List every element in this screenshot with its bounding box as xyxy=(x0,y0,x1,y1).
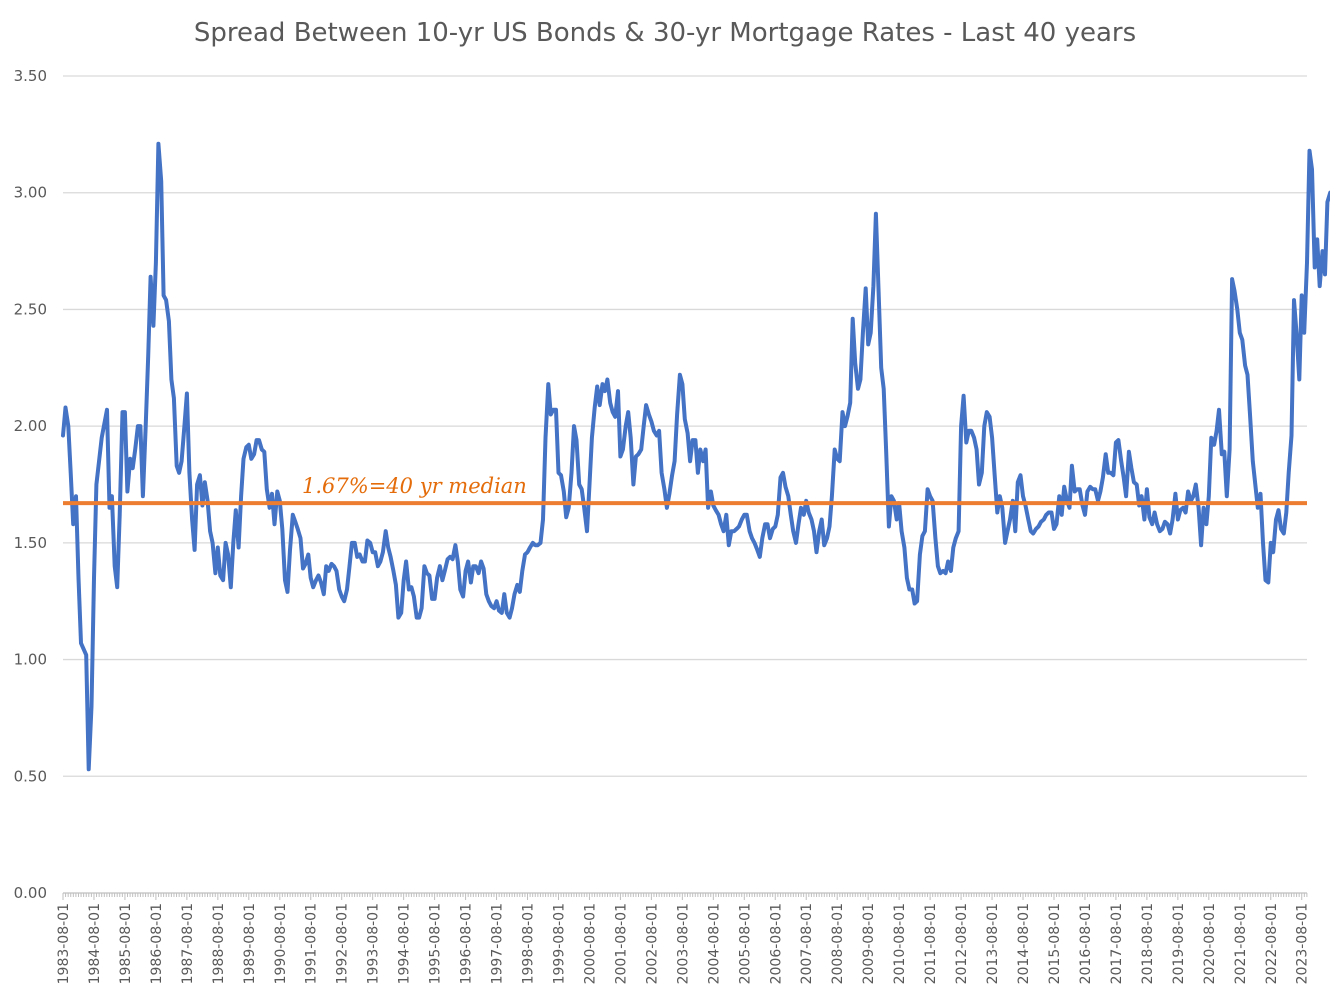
x-tick-label: 2020-08-01 xyxy=(1202,903,1218,984)
x-tick-label: 1984-08-01 xyxy=(87,903,103,984)
x-tick-label: 2019-08-01 xyxy=(1171,903,1187,984)
x-tick-label: 2023-08-01 xyxy=(1295,903,1311,984)
y-tick-label: 0.50 xyxy=(14,767,47,785)
x-tick-label: 2012-08-01 xyxy=(954,903,970,984)
reference-layer: 1.67%=40 yr median xyxy=(63,474,1307,506)
chart-title: Spread Between 10-yr US Bonds & 30-yr Mo… xyxy=(193,18,1137,48)
x-tick-label: 1997-08-01 xyxy=(490,903,506,984)
median-annotation: 1.67%=40 yr median xyxy=(302,474,527,498)
x-tick-label: 1993-08-01 xyxy=(366,903,382,984)
x-tick-label: 2022-08-01 xyxy=(1264,903,1280,984)
x-tick-label: 2004-08-01 xyxy=(706,903,722,984)
x-tick-label: 2003-08-01 xyxy=(675,903,691,984)
y-tick-label: 1.50 xyxy=(14,534,47,552)
x-tick-label: 2011-08-01 xyxy=(923,903,939,984)
x-tick-label: 1991-08-01 xyxy=(304,903,320,984)
x-tick-label: 2006-08-01 xyxy=(768,903,784,984)
x-tick-label: 1996-08-01 xyxy=(459,903,475,984)
x-axis-tick-labels: 1983-08-01 1984-08-01 1985-08-01 1986-08-01… xyxy=(56,903,1311,984)
y-tick-label: 2.00 xyxy=(14,417,47,435)
x-tick-label: 2000-08-01 xyxy=(582,903,598,984)
x-tick-label: 2018-08-01 xyxy=(1140,903,1156,984)
x-tick-label: 2015-08-01 xyxy=(1047,903,1063,984)
x-tick-label: 1986-08-01 xyxy=(149,903,165,984)
x-tick-label: 1985-08-01 xyxy=(118,903,134,984)
series-line-spread xyxy=(61,141,1330,772)
x-tick-label: 2010-08-01 xyxy=(892,903,908,984)
x-tick-label: 2001-08-01 xyxy=(613,903,629,984)
x-tick-label: 1987-08-01 xyxy=(180,903,196,984)
x-tick-label: 1998-08-01 xyxy=(521,903,537,984)
x-tick-label: 2007-08-01 xyxy=(799,903,815,984)
x-tick-label: 1983-08-01 xyxy=(56,903,72,984)
x-tick-label: 1989-08-01 xyxy=(242,903,258,984)
x-tick-label: 1999-08-01 xyxy=(551,903,567,984)
x-tick-label: 2008-08-01 xyxy=(830,903,846,984)
y-tick-label: 0.00 xyxy=(14,884,47,902)
y-tick-label: 2.50 xyxy=(14,300,47,318)
x-axis xyxy=(62,892,1308,900)
y-axis-tick-labels: 0.00 0.50 1.00 1.50 2.00 2.50 3.00 3.50 xyxy=(14,67,47,902)
x-tick-label: 1994-08-01 xyxy=(397,903,413,984)
gridlines xyxy=(63,75,1307,777)
x-tick-label: 2005-08-01 xyxy=(737,903,753,984)
y-tick-label: 1.00 xyxy=(14,651,47,669)
x-tick-label: 2002-08-01 xyxy=(644,903,660,984)
series-layer xyxy=(61,141,1330,772)
x-tick-label: 2009-08-01 xyxy=(861,903,877,984)
x-tick-label: 2013-08-01 xyxy=(985,903,1001,984)
y-tick-label: 3.00 xyxy=(14,184,47,202)
x-tick-label: 1988-08-01 xyxy=(211,903,227,984)
x-tick-label: 1992-08-01 xyxy=(335,903,351,984)
x-tick-label: 2016-08-01 xyxy=(1078,903,1094,984)
x-tick-label: 2021-08-01 xyxy=(1233,903,1249,984)
x-tick-label: 1995-08-01 xyxy=(428,903,444,984)
y-tick-label: 3.50 xyxy=(14,67,47,85)
x-tick-label: 2014-08-01 xyxy=(1016,903,1032,984)
x-tick-label: 1990-08-01 xyxy=(273,903,289,984)
x-tick-label: 2017-08-01 xyxy=(1109,903,1125,984)
